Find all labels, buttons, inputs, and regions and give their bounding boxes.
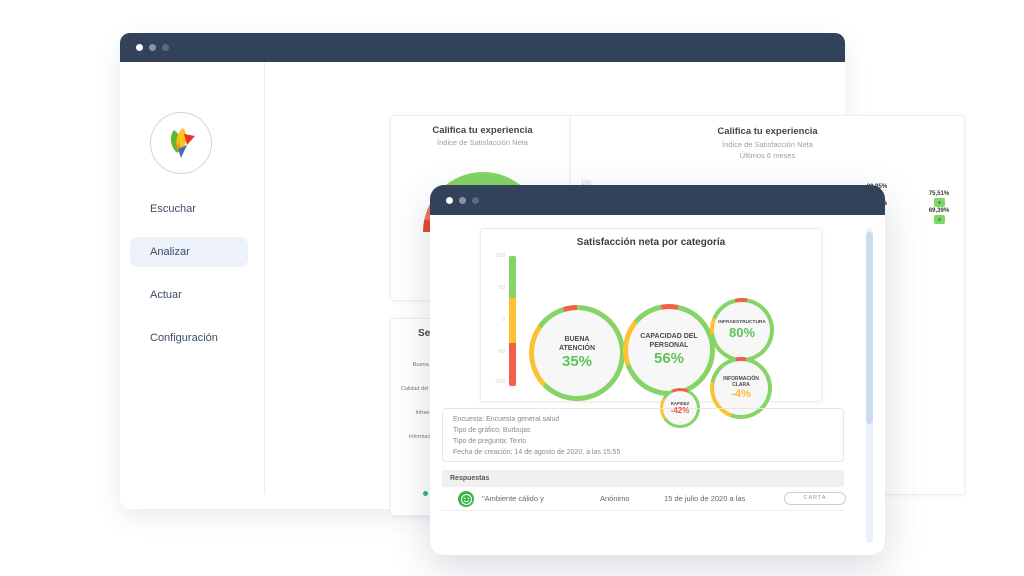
response-date: 15 de julio de 2020 a las: [664, 494, 746, 503]
scrollbar-thumb[interactable]: [866, 232, 873, 424]
smiley-icon: [458, 491, 474, 507]
bubble-informacion-clara[interactable]: INFORMACIÓN CLARA -4%: [710, 357, 772, 419]
sentiment-category-label: Información clara: [408, 434, 451, 440]
sidebar-item-label: Configuración: [150, 332, 218, 344]
bubble-value: 56%: [653, 350, 685, 368]
sentiment-category-label: Calidad del personal: [400, 386, 451, 392]
bubble-label: BUENA ATENCIÓN: [558, 335, 596, 352]
window-titlebar[interactable]: [430, 185, 885, 215]
sidebar-item-label: Analizar: [150, 246, 190, 258]
bubble-label: INFRAESTRUCTURA: [718, 319, 766, 325]
color-axis: [509, 256, 516, 386]
y-tick: 0: [501, 317, 505, 323]
bird-logo-icon: [170, 128, 195, 158]
sidebar-item-escuchar[interactable]: Escuchar: [130, 194, 248, 224]
bubble-label: RAPIDEZ: [670, 400, 690, 406]
meta-tipo-pregunta: Tipo de pregunta: Texto: [453, 438, 527, 445]
window-minimize-icon[interactable]: [149, 44, 156, 51]
bubble-label: INFORMACIÓN CLARA: [723, 375, 759, 388]
bubble-card-title: Satisfacción neta por categoría: [576, 237, 726, 248]
app-logo: [150, 112, 212, 174]
window-titlebar[interactable]: [120, 33, 845, 62]
legend-dot: [423, 490, 429, 496]
y-tick-100: 100: [581, 181, 592, 187]
response-author: Anónimo: [600, 494, 630, 503]
y-tick: -100: [493, 379, 505, 385]
bubble-buena-atencion[interactable]: BUENA ATENCIÓN 35%: [529, 305, 625, 401]
chart-metadata: Encuesta: Encuesta general salud Tipo de…: [442, 408, 844, 462]
trend-marker-icon: [933, 215, 945, 224]
sidebar-item-configuracion[interactable]: Configuración: [130, 323, 248, 353]
sidebar-item-label: Escuchar: [150, 203, 196, 215]
trend-point: 75,51% 69,39%: [917, 191, 961, 225]
trend-card-subtitle: Índice de Satisfacción Neta: [722, 140, 813, 149]
bubble-card: Satisfacción neta por categoría 100 50 0…: [480, 228, 822, 428]
bubble-value: 80%: [728, 325, 756, 341]
window-close-icon[interactable]: [446, 196, 453, 204]
sidebar-item-actuar[interactable]: Actuar: [130, 280, 248, 310]
detail-window: Satisfacción neta por categoría 100 50 0…: [430, 185, 885, 555]
gauge-card-title: Califica tu experiencia: [432, 125, 533, 136]
carta-button[interactable]: CARTA: [784, 492, 846, 505]
trend-value-top: 75,51%: [928, 191, 950, 197]
sidebar: Escuchar Analizar Actuar Configuración: [120, 62, 265, 494]
bubble-value: -42%: [670, 406, 690, 416]
y-tick: 100: [495, 253, 505, 259]
response-row[interactable]: "Ambiente cálido y Anónimo 15 de julio d…: [442, 487, 846, 511]
meta-tipo-grafico: Tipo de gráfico: Burbujas: [453, 427, 531, 434]
trend-value-bottom: 69,39%: [928, 208, 950, 214]
window-maximize-icon[interactable]: [472, 196, 479, 204]
meta-fecha-creacion: Fecha de creación: 14 de agosto de 2020,…: [453, 449, 621, 456]
trend-card-title: Califica tu experiencia: [717, 126, 818, 137]
meta-encuesta: Encuesta: Encuesta general salud: [453, 416, 560, 423]
response-text: "Ambiente cálido y: [482, 494, 544, 503]
sidebar-item-analizar[interactable]: Analizar: [130, 237, 248, 267]
bubble-value: -4%: [731, 388, 751, 401]
sidebar-item-label: Actuar: [150, 289, 182, 301]
window-close-icon[interactable]: [136, 44, 143, 51]
trend-card-period: Últimos 6 meses: [739, 151, 796, 160]
trend-marker-icon: [933, 198, 945, 207]
bubble-rapidez[interactable]: RAPIDEZ -42%: [660, 388, 700, 428]
bubble-value: 35%: [561, 353, 593, 371]
window-minimize-icon[interactable]: [459, 196, 466, 204]
bubble-infraestructura[interactable]: INFRAESTRUCTURA 80%: [710, 298, 774, 362]
bubble-capacidad-personal[interactable]: CAPACIDAD DEL PERSONAL 56%: [623, 304, 715, 396]
responses-header: Respuestas: [442, 470, 844, 487]
window-maximize-icon[interactable]: [162, 44, 169, 51]
bubble-label: CAPACIDAD DEL PERSONAL: [640, 332, 698, 349]
y-tick: -50: [497, 349, 505, 355]
y-tick: 50: [498, 285, 505, 291]
gauge-card-subtitle: Índice de Satisfacción Neta: [437, 138, 528, 147]
